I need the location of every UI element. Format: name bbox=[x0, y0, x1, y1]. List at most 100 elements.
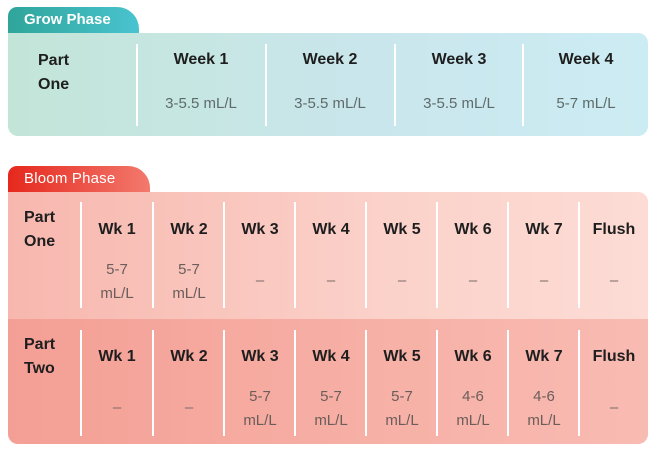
no-dose-dash: – bbox=[112, 399, 122, 416]
week-dose-unit: mL/L bbox=[243, 412, 277, 429]
week-header: Flush bbox=[592, 348, 636, 365]
divider bbox=[436, 202, 438, 308]
divider bbox=[436, 330, 438, 436]
week-header: Wk 6 bbox=[454, 221, 492, 238]
bloom-p2-wk4: Wk 4 5-7 mL/L bbox=[296, 319, 366, 444]
divider bbox=[365, 202, 367, 308]
week-dose: 4-6 bbox=[533, 388, 555, 405]
divider bbox=[80, 330, 82, 436]
divider bbox=[394, 44, 396, 126]
divider bbox=[578, 330, 580, 436]
divider bbox=[365, 330, 367, 436]
grow-row-label-line2: One bbox=[38, 76, 70, 93]
divider bbox=[507, 202, 509, 308]
week-header: Wk 5 bbox=[383, 221, 421, 238]
week-header: Wk 5 bbox=[383, 348, 421, 365]
bloom-p1-wk6: Wk 6 – bbox=[438, 192, 508, 319]
no-dose-dash: – bbox=[184, 399, 194, 416]
week-header: Wk 6 bbox=[454, 348, 492, 365]
week-header: Wk 7 bbox=[525, 221, 563, 238]
week-dose: 5-7 bbox=[320, 388, 342, 405]
bloom-p2-wk5: Wk 5 5-7 mL/L bbox=[367, 319, 437, 444]
bloom-p2-wk7: Wk 7 4-6 mL/L bbox=[509, 319, 579, 444]
week-header: Wk 3 bbox=[241, 348, 279, 365]
week-dose: 5-7 bbox=[178, 261, 200, 278]
week-dose-unit: mL/L bbox=[385, 412, 419, 429]
week-dose-unit: mL/L bbox=[100, 285, 134, 302]
week-header: Wk 2 bbox=[170, 348, 208, 365]
week-dose: 3-5.5 mL/L bbox=[423, 95, 495, 112]
bloom-part-two-label: Part Two bbox=[24, 319, 82, 444]
week-dose: 5-7 bbox=[106, 261, 128, 278]
divider bbox=[223, 202, 225, 308]
divider bbox=[265, 44, 267, 126]
week-header: Week 4 bbox=[558, 51, 614, 68]
bloom-part-two-row: Part Two Wk 1 – Wk 2 – Wk 3 5-7 mL/L Wk … bbox=[8, 319, 648, 444]
bloom-p2-wk2: Wk 2 – bbox=[154, 319, 224, 444]
divider bbox=[522, 44, 524, 126]
grow-week-3: Week 3 3-5.5 mL/L bbox=[396, 33, 522, 136]
bloom-row-label-line1: Part bbox=[24, 336, 56, 353]
grow-phase-table: Part One Week 1 3-5.5 mL/L Week 2 3-5.5 … bbox=[8, 33, 648, 136]
grow-week-4: Week 4 5-7 mL/L bbox=[524, 33, 648, 136]
week-header: Wk 3 bbox=[241, 221, 279, 238]
divider bbox=[507, 330, 509, 436]
grow-row-label: Part One bbox=[38, 33, 108, 136]
divider bbox=[152, 330, 154, 436]
bloom-part-one-label: Part One bbox=[24, 192, 82, 319]
week-dose: 5-7 bbox=[391, 388, 413, 405]
week-header: Week 3 bbox=[431, 51, 487, 68]
divider bbox=[223, 330, 225, 436]
bloom-p1-wk5: Wk 5 – bbox=[367, 192, 437, 319]
grow-week-2: Week 2 3-5.5 mL/L bbox=[267, 33, 393, 136]
no-dose-dash: – bbox=[609, 272, 619, 289]
bloom-phase-tab: Bloom Phase bbox=[8, 166, 150, 192]
divider bbox=[294, 202, 296, 308]
week-header: Week 2 bbox=[302, 51, 358, 68]
divider bbox=[136, 44, 138, 126]
bloom-p1-wk3: Wk 3 – bbox=[225, 192, 295, 319]
no-dose-dash: – bbox=[539, 272, 549, 289]
bloom-p2-flush: Flush – bbox=[580, 319, 648, 444]
bloom-p2-wk1: Wk 1 – bbox=[82, 319, 152, 444]
bloom-row-label-line2: Two bbox=[24, 360, 55, 377]
week-dose: 3-5.5 mL/L bbox=[165, 95, 237, 112]
week-header: Wk 1 bbox=[98, 348, 136, 365]
bloom-p2-wk3: Wk 3 5-7 mL/L bbox=[225, 319, 295, 444]
week-dose: 3-5.5 mL/L bbox=[294, 95, 366, 112]
no-dose-dash: – bbox=[609, 399, 619, 416]
week-dose-unit: mL/L bbox=[456, 412, 490, 429]
bloom-row-label-line1: Part bbox=[24, 209, 56, 226]
week-dose: 4-6 bbox=[462, 388, 484, 405]
bloom-p1-wk1: Wk 1 5-7 mL/L bbox=[82, 192, 152, 319]
bloom-p2-wk6: Wk 6 4-6 mL/L bbox=[438, 319, 508, 444]
week-header: Wk 2 bbox=[170, 221, 208, 238]
grow-phase-tab: Grow Phase bbox=[8, 7, 139, 33]
divider bbox=[80, 202, 82, 308]
bloom-p1-wk2: Wk 2 5-7 mL/L bbox=[154, 192, 224, 319]
divider bbox=[294, 330, 296, 436]
week-header: Wk 4 bbox=[312, 221, 350, 238]
no-dose-dash: – bbox=[397, 272, 407, 289]
week-dose-unit: mL/L bbox=[527, 412, 561, 429]
week-dose: 5-7 mL/L bbox=[556, 95, 616, 112]
bloom-p1-flush: Flush – bbox=[580, 192, 648, 319]
week-header: Wk 4 bbox=[312, 348, 350, 365]
week-header: Wk 1 bbox=[98, 221, 136, 238]
bloom-p1-wk7: Wk 7 – bbox=[509, 192, 579, 319]
week-dose-unit: mL/L bbox=[314, 412, 348, 429]
week-header: Flush bbox=[592, 221, 636, 238]
bloom-row-label-line2: One bbox=[24, 233, 56, 250]
divider bbox=[152, 202, 154, 308]
no-dose-dash: – bbox=[468, 272, 478, 289]
week-header: Wk 7 bbox=[525, 348, 563, 365]
grow-week-1: Week 1 3-5.5 mL/L bbox=[138, 33, 264, 136]
week-dose-unit: mL/L bbox=[172, 285, 206, 302]
no-dose-dash: – bbox=[326, 272, 336, 289]
bloom-p1-wk4: Wk 4 – bbox=[296, 192, 366, 319]
divider bbox=[578, 202, 580, 308]
no-dose-dash: – bbox=[255, 272, 265, 289]
week-header: Week 1 bbox=[173, 51, 229, 68]
grow-row-label-line1: Part bbox=[38, 52, 70, 69]
week-dose: 5-7 bbox=[249, 388, 271, 405]
